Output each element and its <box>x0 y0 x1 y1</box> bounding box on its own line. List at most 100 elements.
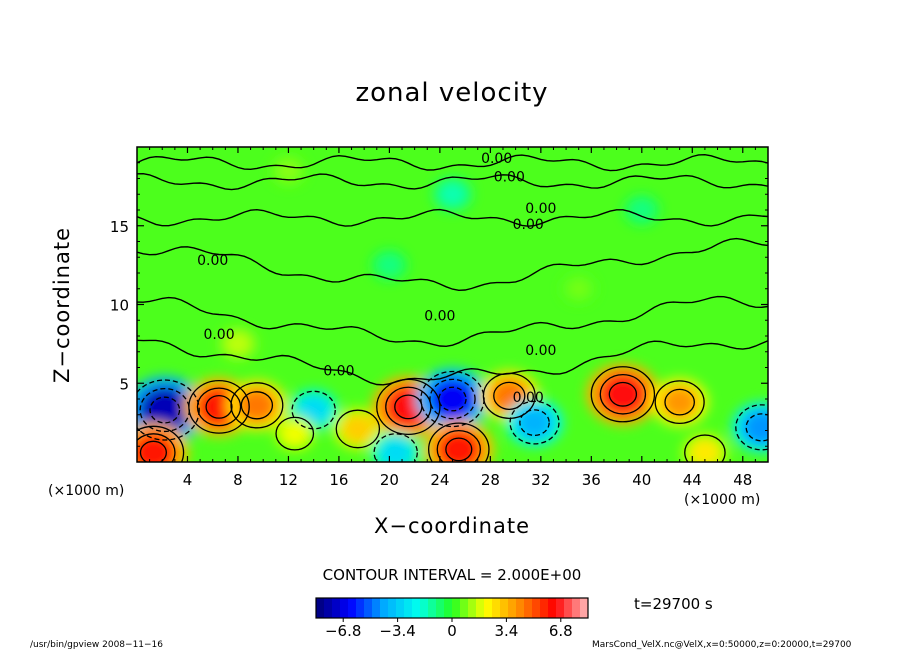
y-tick-label: 10 <box>110 297 129 315</box>
contour-line <box>599 373 647 415</box>
contour-line <box>137 295 768 348</box>
x-axis-label: X−coordinate <box>374 514 530 538</box>
colorbar-segment <box>532 598 541 618</box>
contour-label: 0.00 <box>197 253 228 269</box>
contour-line <box>436 430 481 462</box>
chart-title: zonal velocity <box>355 78 549 108</box>
contour-line <box>137 153 768 172</box>
contour-line <box>149 396 181 424</box>
heatmap-cell <box>377 254 402 277</box>
contour-label: 0.00 <box>525 343 556 359</box>
colorbar-segment <box>316 598 325 618</box>
heatmap-area <box>137 147 768 462</box>
contour-line <box>137 339 768 386</box>
contour-line <box>291 390 336 430</box>
contour-line <box>137 425 185 462</box>
x-tick-label: 12 <box>279 471 298 489</box>
heatmap-cell <box>138 386 192 435</box>
footer-source: MarsCond_VelX.nc@VelX,x=0:50000,z=0:2000… <box>592 640 852 650</box>
contour-label: 0.00 <box>203 327 234 343</box>
heatmap-cell <box>341 413 375 444</box>
contour-interval-text: CONTOUR INTERVAL = 2.000E+00 <box>322 566 582 584</box>
colorbar-segment <box>516 598 525 618</box>
contour-line <box>137 172 768 191</box>
contour-line <box>519 409 550 437</box>
contour-label: 0.00 <box>513 217 544 233</box>
colorbar-segment <box>580 598 589 618</box>
colorbar-segment <box>428 598 437 618</box>
contour-label: 0.00 <box>513 390 544 406</box>
x-tick-label: 40 <box>632 471 651 489</box>
colorbar-tick-label: −6.8 <box>325 622 361 640</box>
heatmap-cell <box>379 437 413 462</box>
x-tick-label: 32 <box>531 471 550 489</box>
heatmap-cell <box>439 182 466 207</box>
contour-line <box>137 379 200 441</box>
heatmap-cell <box>689 438 721 462</box>
colorbar-segment <box>508 598 517 618</box>
heatmap-cell <box>280 420 310 447</box>
contour-line <box>735 404 768 451</box>
x-unit-label-left: (×1000 m) <box>48 483 125 499</box>
contour-line <box>684 434 726 462</box>
heatmap-cell <box>566 278 591 300</box>
x-tick-label: 20 <box>380 471 399 489</box>
contour-line <box>654 380 705 425</box>
contour-line <box>445 437 473 462</box>
colorbar-segment <box>388 598 397 618</box>
contour-line <box>664 388 695 416</box>
colorbar-segment <box>540 598 549 618</box>
contour-line <box>137 433 176 462</box>
contour-label: 0.00 <box>481 151 512 167</box>
contour-line <box>608 381 638 407</box>
contour-line <box>438 386 467 412</box>
colorbar-segment <box>404 598 413 618</box>
heatmap-cell <box>515 405 554 440</box>
colorbar-segment <box>372 598 381 618</box>
footer-command: /usr/bin/gpview 2008−11−16 <box>30 640 164 650</box>
colorbar-segment <box>468 598 477 618</box>
contour-line <box>429 378 476 420</box>
contour-line <box>745 413 768 442</box>
contour-line <box>385 386 432 428</box>
contour-line <box>275 416 315 451</box>
colorbar-segment <box>340 598 349 618</box>
colorbar-segment <box>460 598 469 618</box>
heatmap-cell <box>741 409 768 446</box>
time-label: t=29700 s <box>634 595 713 613</box>
heatmap-cell <box>660 385 699 420</box>
x-tick-label: 44 <box>683 471 702 489</box>
y-axis-label: Z−coordinate <box>50 227 74 383</box>
contour-line <box>493 381 526 411</box>
colorbar-tick-label: 0 <box>447 622 457 640</box>
x-tick-label: 4 <box>183 471 193 489</box>
contour-label: 0.00 <box>494 170 525 186</box>
colorbar: −6.8 −3.4 0 3.4 6.8 <box>315 597 589 640</box>
colorbar-segment <box>396 598 405 618</box>
colorbar-tick-label: 6.8 <box>549 622 573 640</box>
x-tick-label: 24 <box>430 471 449 489</box>
contour-line <box>139 440 167 462</box>
heatmap-cell <box>428 377 477 421</box>
colorbar-segment <box>556 598 565 618</box>
x-tick-label: 8 <box>233 471 243 489</box>
colorbar-segment <box>492 598 501 618</box>
contour-label: 0.00 <box>525 201 556 217</box>
colorbar-segment <box>324 598 333 618</box>
colorbar-segment <box>420 598 429 618</box>
y-tick-label: 15 <box>110 218 129 236</box>
x-tick-label: 28 <box>481 471 500 489</box>
colorbar-tick-label: −3.4 <box>379 622 415 640</box>
contour-line <box>137 237 768 292</box>
colorbar-segment <box>548 598 557 618</box>
x-unit-label-right: (×1000 m) <box>684 492 761 508</box>
colorbar-segment <box>364 598 373 618</box>
colorbar-segment <box>572 598 581 618</box>
colorbar-segment <box>564 598 573 618</box>
colorbar-segment <box>380 598 389 618</box>
contour-line <box>240 391 274 420</box>
colorbar-segment <box>500 598 509 618</box>
colorbar-segment <box>348 598 357 618</box>
contour-line <box>230 382 284 429</box>
